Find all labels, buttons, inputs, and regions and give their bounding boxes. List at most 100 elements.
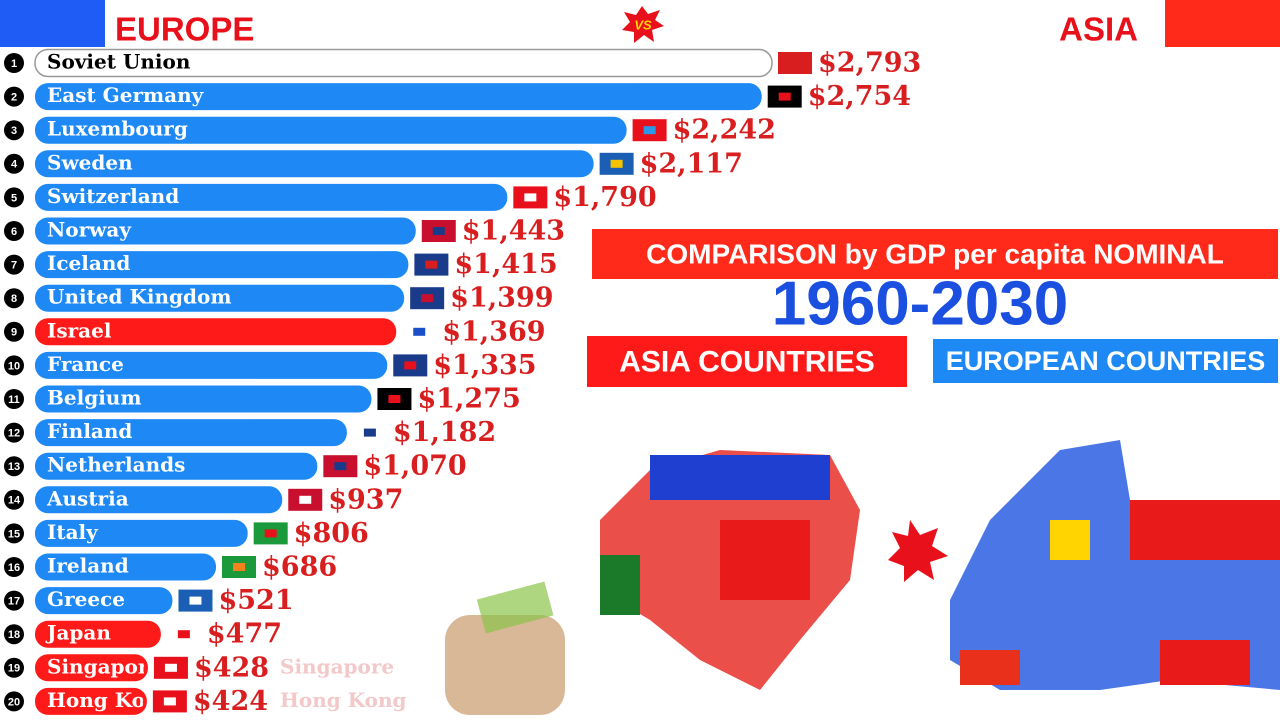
bar-label: Austria: [46, 486, 129, 510]
value-label: $1,335: [433, 350, 536, 381]
value-label: $2,117: [640, 148, 743, 179]
rank-badge: [4, 557, 24, 577]
flag-stripe: [421, 294, 434, 303]
asia-block: [1165, 0, 1280, 47]
value-label: $1,415: [454, 249, 557, 280]
bar-label: Japan: [45, 621, 111, 645]
rank-label: 9: [11, 327, 17, 339]
rank-label: 1: [11, 58, 17, 70]
bar-label: Israel: [47, 318, 112, 342]
bar: [35, 217, 416, 245]
rank-badge: [4, 321, 24, 342]
title-box: [592, 229, 1278, 279]
rank-badge: [4, 489, 24, 510]
rank-label: 17: [8, 596, 20, 608]
rank-label: 14: [8, 495, 21, 507]
rank-badge: [4, 53, 24, 73]
flag-stripe: [432, 227, 445, 235]
bar-label: Sweden: [47, 150, 133, 174]
wallet: [445, 581, 565, 715]
bar-label: Netherlands: [47, 453, 185, 477]
rank-badge: [4, 389, 24, 409]
rank-label: 19: [8, 663, 20, 675]
bar: [35, 452, 318, 480]
rank-badge: [4, 456, 24, 477]
rank-label: 16: [8, 562, 20, 574]
bar: [35, 620, 161, 648]
flag-stripe: [610, 159, 623, 168]
bar-label: Finland: [47, 419, 132, 443]
rank-badge: [4, 120, 24, 141]
value-label: $686: [262, 552, 337, 583]
flag-stripe: [189, 596, 202, 605]
rank-label: 2: [11, 92, 17, 104]
legend-swatch: [933, 339, 1278, 383]
bar: [35, 251, 409, 279]
asia-heading: ASIA: [1059, 11, 1138, 48]
flag-stripe: [363, 428, 376, 437]
bar: [35, 687, 147, 715]
value-label: $428: [194, 652, 269, 683]
rank-badge: [4, 355, 24, 376]
flag-stripe: [299, 495, 312, 504]
value-label: $1,790: [553, 182, 656, 213]
bar-label: Belgium: [47, 386, 142, 410]
bar-label: Italy: [47, 520, 99, 544]
rank-label: 5: [11, 192, 17, 204]
flag-stripe: [177, 630, 190, 639]
vs-text: VS: [634, 17, 652, 32]
bar: [35, 284, 405, 312]
rank-badge: [4, 624, 24, 645]
bar: [35, 587, 173, 615]
rank-label: 10: [8, 360, 20, 372]
flag-stripe: [524, 193, 537, 202]
rank-label: 18: [8, 629, 20, 641]
bar: [35, 318, 397, 346]
bar-label: Luxembourg: [47, 117, 188, 141]
asia-map: [600, 450, 860, 690]
legend-label: ASIA COUNTRIES: [619, 345, 875, 378]
chart-subtitle: 1960-2030: [772, 269, 1069, 338]
flag-stripe: [413, 327, 426, 336]
bar-label: Norway: [47, 218, 132, 242]
value-label: $521: [218, 585, 293, 616]
ghost-label: Singapore: [280, 654, 394, 678]
flag-stripe: [334, 462, 347, 471]
rank-badge: [4, 523, 24, 544]
europe-block: [0, 0, 105, 47]
flag-stripe: [388, 395, 401, 403]
bar: [35, 150, 594, 178]
bar: [35, 654, 148, 682]
chart-title: COMPARISON by GDP per capita NOMINAL: [646, 238, 1224, 269]
bar: [35, 116, 627, 144]
flag-stripe: [425, 260, 438, 269]
value-label: $806: [294, 518, 369, 549]
flag-stripe: [778, 92, 791, 101]
rank-badge: [4, 221, 24, 241]
bar: [35, 519, 248, 547]
vs-badge-2: [888, 520, 948, 582]
ghost-label: Hong Kong: [280, 688, 407, 712]
flag-stripe: [164, 663, 177, 672]
value-label: $1,443: [462, 216, 565, 247]
value-label: $2,242: [673, 115, 776, 146]
flag-stripe: [789, 59, 801, 67]
bar: [35, 83, 762, 111]
rank-badge: [4, 187, 24, 208]
rank-badge: [4, 288, 24, 309]
value-label: $1,369: [442, 316, 545, 347]
flag-stripe: [163, 697, 176, 706]
europe-heading: EUROPE: [115, 11, 254, 48]
flag-stripe: [264, 529, 277, 538]
value-label: $937: [328, 484, 403, 515]
europe-map: [950, 440, 1280, 690]
rank-label: 15: [8, 528, 20, 540]
value-label: $477: [207, 619, 282, 650]
bar-label: Switzerland: [47, 184, 179, 208]
bar-label: Ireland: [47, 554, 129, 578]
rank-label: 20: [8, 696, 20, 708]
rank-badge: [4, 590, 24, 611]
value-label: $1,399: [450, 283, 553, 314]
rank-badge: [4, 422, 24, 443]
